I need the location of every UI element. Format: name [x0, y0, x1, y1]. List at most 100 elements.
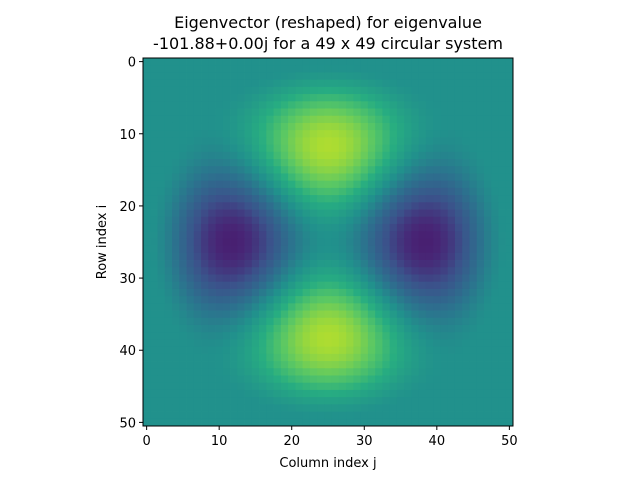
heatmap-cell: [150, 159, 158, 167]
heatmap-cell: [404, 122, 412, 131]
heatmap-cell: [244, 324, 253, 333]
heatmap-cell: [331, 382, 340, 391]
heatmap-cell: [469, 389, 478, 398]
heatmap-cell: [396, 122, 405, 131]
heatmap-cell: [186, 397, 195, 405]
heatmap-cell: [367, 65, 376, 73]
heatmap-cell: [469, 209, 478, 218]
heatmap-cell: [230, 223, 238, 232]
heatmap-cell: [273, 310, 282, 319]
heatmap-cell: [346, 122, 354, 131]
heatmap-cell: [164, 245, 173, 254]
heatmap-cell: [143, 209, 151, 218]
heatmap-cell: [309, 86, 318, 95]
heatmap-cell: [469, 310, 478, 319]
heatmap-cell: [411, 324, 420, 333]
heatmap-cell: [425, 397, 434, 405]
heatmap-cell: [193, 317, 202, 326]
heatmap-cell: [302, 267, 311, 275]
heatmap-cell: [157, 79, 166, 88]
heatmap-cell: [418, 346, 427, 355]
heatmap-cell: [317, 94, 325, 102]
heatmap-cell: [360, 79, 369, 88]
x-tick-label: 0: [142, 434, 150, 449]
heatmap-cell: [273, 296, 282, 304]
heatmap-cell: [201, 216, 209, 225]
heatmap-cell: [418, 137, 427, 145]
heatmap-cell: [411, 209, 420, 218]
heatmap-cell: [222, 404, 231, 412]
heatmap-cell: [454, 108, 463, 117]
heatmap-cell: [396, 382, 405, 391]
heatmap-cell: [273, 397, 282, 405]
heatmap-cell: [454, 86, 463, 95]
heatmap-cell: [396, 173, 405, 182]
heatmap-cell: [440, 115, 449, 124]
heatmap-cell: [317, 317, 325, 326]
heatmap-cell: [447, 209, 456, 218]
heatmap-cell: [251, 260, 260, 268]
heatmap-cell: [404, 303, 412, 311]
heatmap-cell: [454, 144, 463, 153]
heatmap-cell: [266, 389, 274, 398]
heatmap-cell: [302, 195, 311, 203]
heatmap-cell: [179, 332, 187, 340]
heatmap-cell: [425, 353, 434, 362]
heatmap-cell: [382, 79, 391, 88]
heatmap-cell: [295, 260, 303, 268]
heatmap-cell: [309, 101, 318, 109]
heatmap-cell: [266, 144, 274, 153]
heatmap-cell: [404, 94, 412, 102]
heatmap-cell: [179, 353, 187, 362]
heatmap-cell: [396, 223, 405, 232]
heatmap-cell: [172, 65, 180, 73]
heatmap-cell: [331, 195, 340, 203]
heatmap-cell: [346, 108, 354, 117]
heatmap-cell: [338, 187, 347, 196]
heatmap-cell: [309, 94, 318, 102]
heatmap-cell: [367, 72, 376, 81]
heatmap-cell: [222, 252, 231, 261]
heatmap-cell: [172, 238, 180, 247]
heatmap-cell: [157, 310, 166, 319]
heatmap-cell: [396, 137, 405, 145]
heatmap-cell: [367, 101, 376, 109]
heatmap-cell: [338, 122, 347, 131]
heatmap-cell: [295, 382, 303, 391]
heatmap-cell: [280, 65, 289, 73]
heatmap-cell: [164, 216, 173, 225]
heatmap-cell: [425, 238, 434, 247]
heatmap-cell: [360, 389, 369, 398]
heatmap-cell: [375, 353, 383, 362]
heatmap-cell: [186, 195, 195, 203]
heatmap-cell: [389, 223, 398, 232]
heatmap-cell: [338, 151, 347, 160]
heatmap-cell: [237, 166, 245, 174]
heatmap-cell: [179, 382, 187, 391]
heatmap-cell: [208, 353, 216, 362]
heatmap-cell: [396, 389, 405, 398]
heatmap-cell: [280, 86, 289, 95]
heatmap-cell: [440, 346, 449, 355]
heatmap-cell: [164, 79, 173, 88]
heatmap-cell: [324, 94, 333, 102]
heatmap-cell: [230, 137, 238, 145]
heatmap-cell: [491, 418, 499, 427]
heatmap-cell: [230, 238, 238, 247]
heatmap-cell: [469, 346, 478, 355]
heatmap-cell: [193, 353, 202, 362]
heatmap-cell: [172, 375, 180, 384]
heatmap-cell: [505, 180, 514, 189]
heatmap-cell: [208, 332, 216, 340]
heatmap-cell: [230, 216, 238, 225]
heatmap-cell: [440, 375, 449, 384]
heatmap-cell: [150, 281, 158, 290]
heatmap-cell: [498, 137, 507, 145]
heatmap-cell: [201, 353, 209, 362]
heatmap-cell: [302, 260, 311, 268]
heatmap-cell: [309, 317, 318, 326]
heatmap-cell: [447, 79, 456, 88]
heatmap-cell: [447, 130, 456, 138]
heatmap-cell: [440, 260, 449, 268]
heatmap-cell: [222, 86, 231, 95]
